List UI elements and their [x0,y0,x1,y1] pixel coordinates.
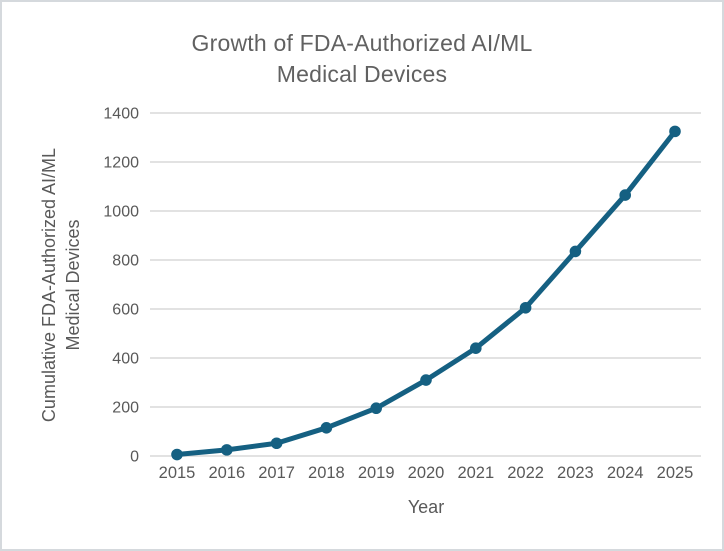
x-tick-label: 2019 [358,464,395,482]
y-tick-label: 600 [112,302,139,319]
data-point [470,342,482,355]
chart-title-line2: Medical Devices [276,61,448,87]
data-point [370,402,383,415]
y-tick-label: 0 [130,449,139,466]
x-tick-label: 2025 [657,464,694,482]
y-tick-label: 1000 [103,204,139,221]
data-point [519,301,532,314]
x-tick-label: 2020 [408,464,445,482]
series-line [174,128,678,458]
data-point [420,374,432,386]
y-tick-label: 200 [112,400,139,417]
x-tick-label: 2015 [159,464,196,482]
y-tick-label: 800 [112,253,139,270]
x-tick-label: 2017 [258,464,295,482]
x-tick-label: 2018 [308,464,345,482]
data-point [669,125,681,138]
data-point [171,448,183,461]
y-tick-label: 1400 [103,106,139,123]
chart-title-line1: Growth of FDA-Authorized AI/ML [191,30,533,56]
x-tick-label: 2016 [208,464,245,482]
data-point [619,189,631,201]
data-point [221,444,233,456]
data-point [320,422,333,434]
data-point [569,245,582,258]
x-tick-label: 2022 [507,464,544,482]
data-point [270,437,283,450]
x-tick-label: 2024 [607,464,644,482]
chart-title: Growth of FDA-Authorized AI/ML Medical D… [2,28,722,90]
x-axis-title: Year [407,497,445,517]
x-tick-label: 2021 [457,464,494,482]
y-tick-label: 1200 [103,155,139,172]
x-tick-label: 2023 [557,464,594,482]
y-tick-label: 400 [112,351,139,368]
